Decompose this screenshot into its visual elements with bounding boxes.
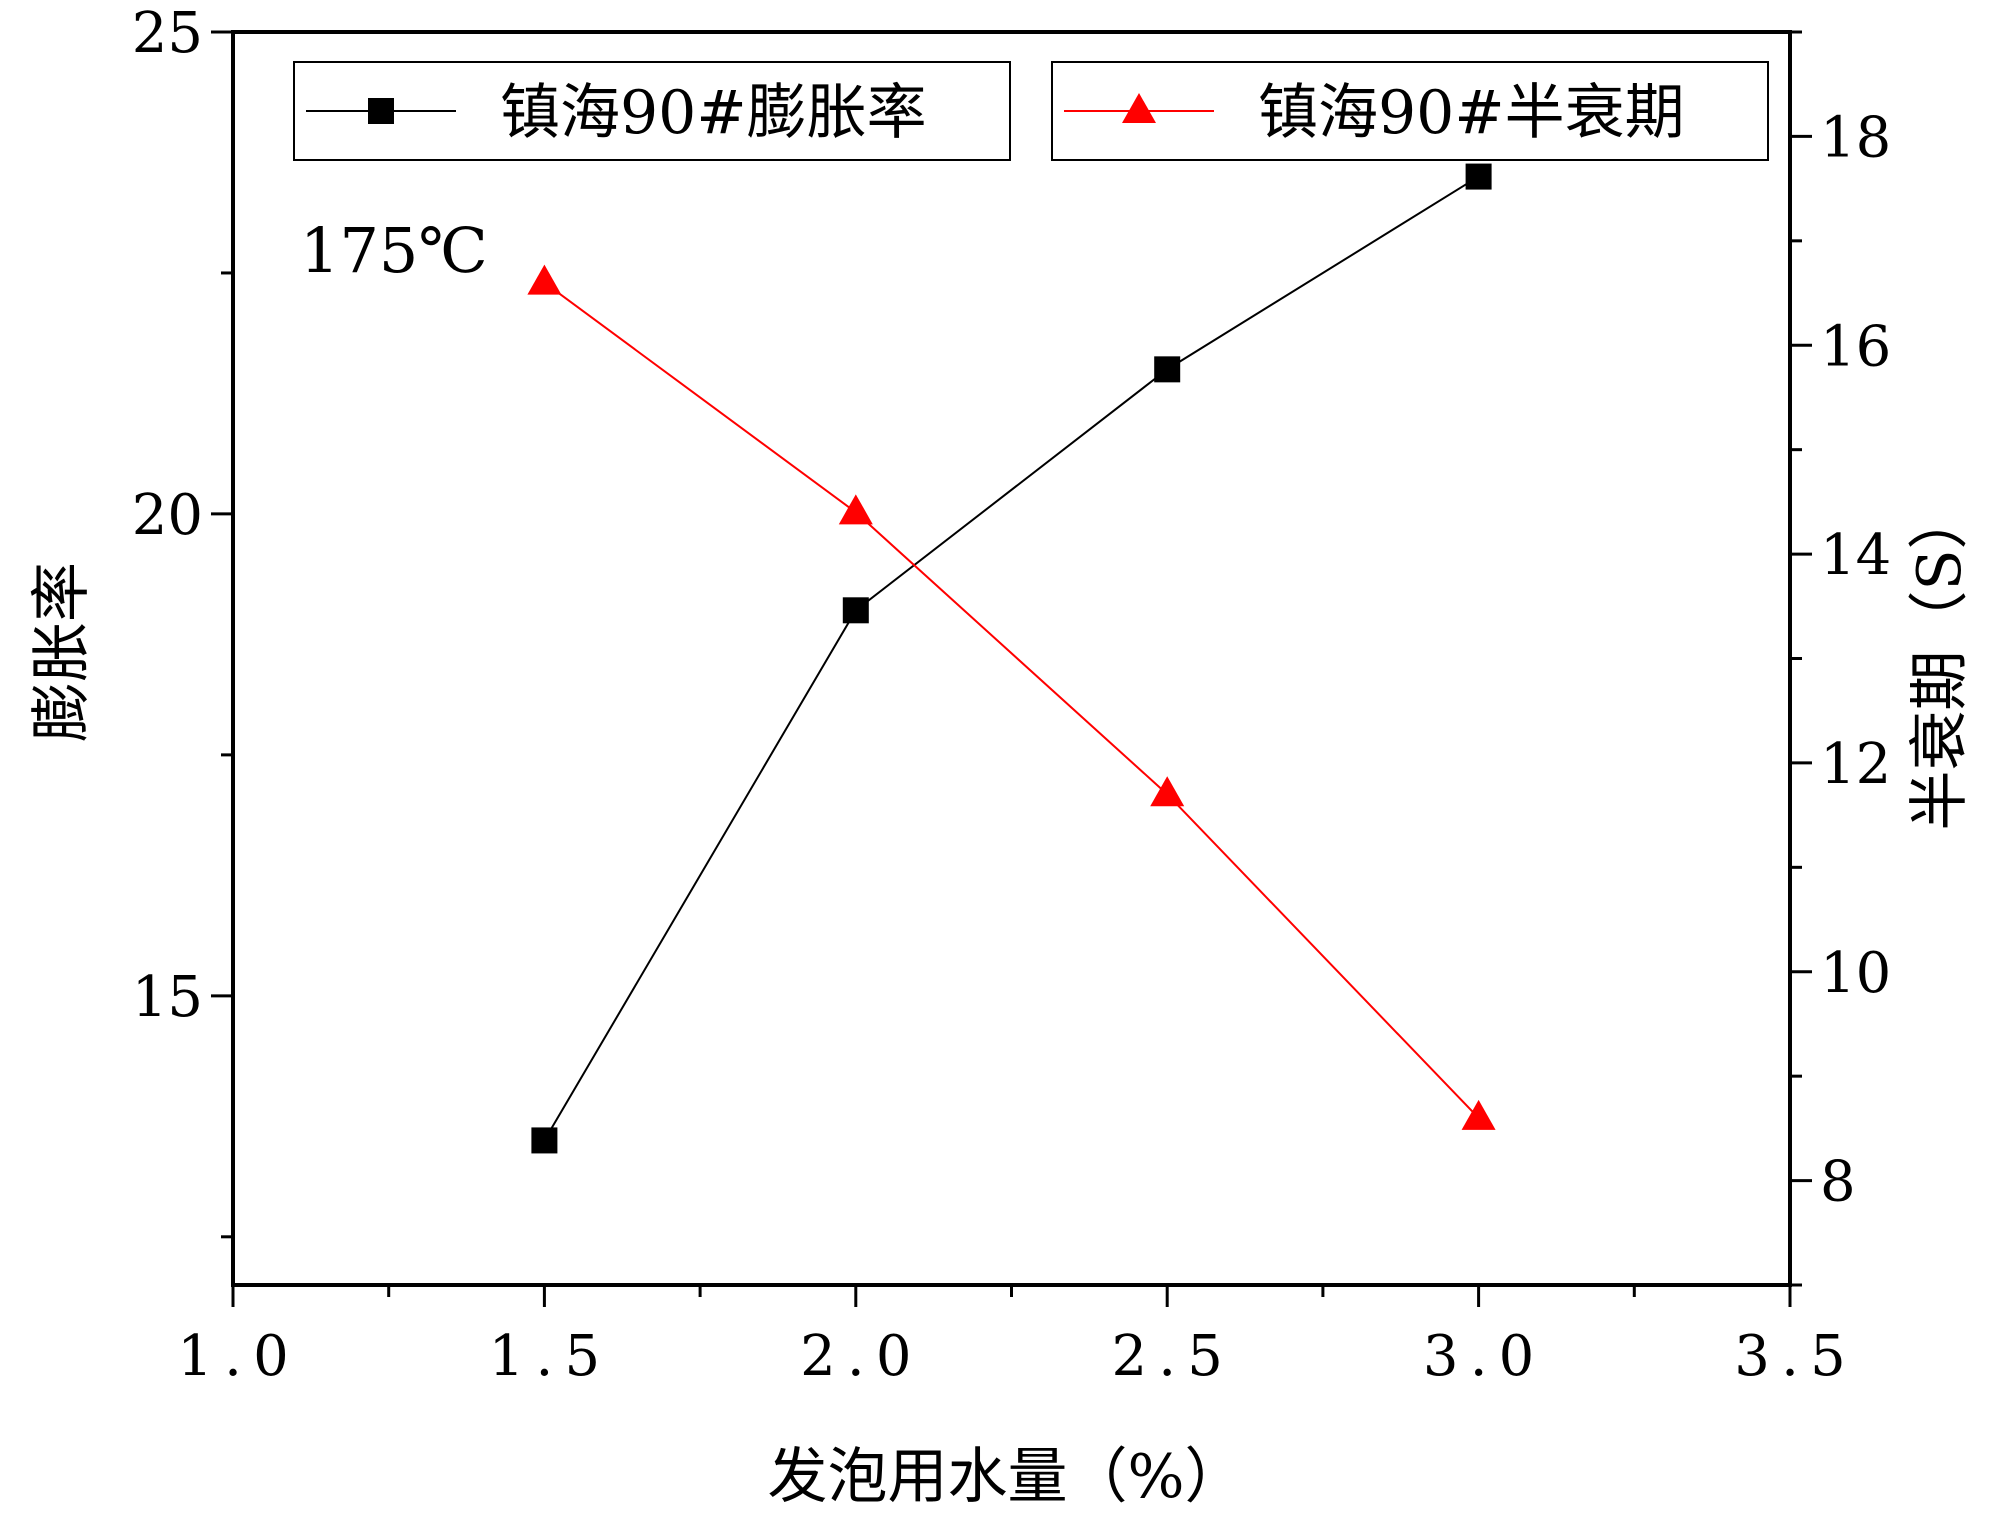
data-point-square: [531, 1127, 558, 1154]
left-y-tick-label: 25: [132, 1, 203, 66]
legend-marker-triangle: [1122, 93, 1156, 123]
right-y-tick-label: 10: [1820, 941, 1891, 1006]
legend-label-2: 镇海90#半衰期: [1258, 78, 1685, 148]
data-point-triangle: [838, 494, 873, 525]
x-tick-label: 1 . 5: [489, 1324, 600, 1389]
right-y-tick-label: 16: [1820, 314, 1891, 379]
data-point-triangle: [1150, 776, 1185, 807]
x-tick-label: 2 . 5: [1111, 1324, 1222, 1389]
x-axis-title: 发泡用水量（%）: [767, 1442, 1244, 1512]
right-y-tick-label: 8: [1820, 1150, 1856, 1215]
x-tick-label: 2 . 0: [800, 1324, 911, 1389]
left-y-tick-label: 15: [132, 965, 203, 1030]
right-y-tick-label: 12: [1820, 732, 1891, 797]
x-tick-label: 1 . 0: [177, 1324, 288, 1389]
right-y-tick-label: 14: [1820, 523, 1891, 588]
axes-layer: 1 . 0 1 . 5 2 . 0 2 . 5 3 . 0 3 . 5 15 20 25 8 10 1…: [132, 1, 1892, 1389]
right-y-axis-title: 半衰期（S）: [1905, 489, 1975, 830]
data-point-triangle: [527, 264, 562, 295]
left-y-tick-label: 20: [132, 483, 203, 548]
temperature-annotation: 175℃: [300, 214, 488, 287]
x-tick-label: 3 . 0: [1423, 1324, 1534, 1389]
series-line-2: [543, 281, 1480, 1119]
x-tick-label: 3 . 5: [1734, 1324, 1845, 1389]
data-point-square: [1154, 356, 1181, 383]
series-line-1: [543, 175, 1480, 1141]
left-y-axis-title: 膨胀率: [27, 562, 97, 742]
data-point-triangle: [1461, 1099, 1496, 1130]
legend-label-1: 镇海90#膨胀率: [500, 78, 927, 148]
data-point-square: [842, 597, 869, 624]
legend-marker-square: [368, 98, 394, 124]
series-layer: [527, 163, 1496, 1154]
legend: 镇海90#膨胀率 镇海90#半衰期: [293, 61, 1769, 161]
data-point-square: [1465, 163, 1492, 190]
right-y-tick-label: 18: [1820, 105, 1891, 170]
